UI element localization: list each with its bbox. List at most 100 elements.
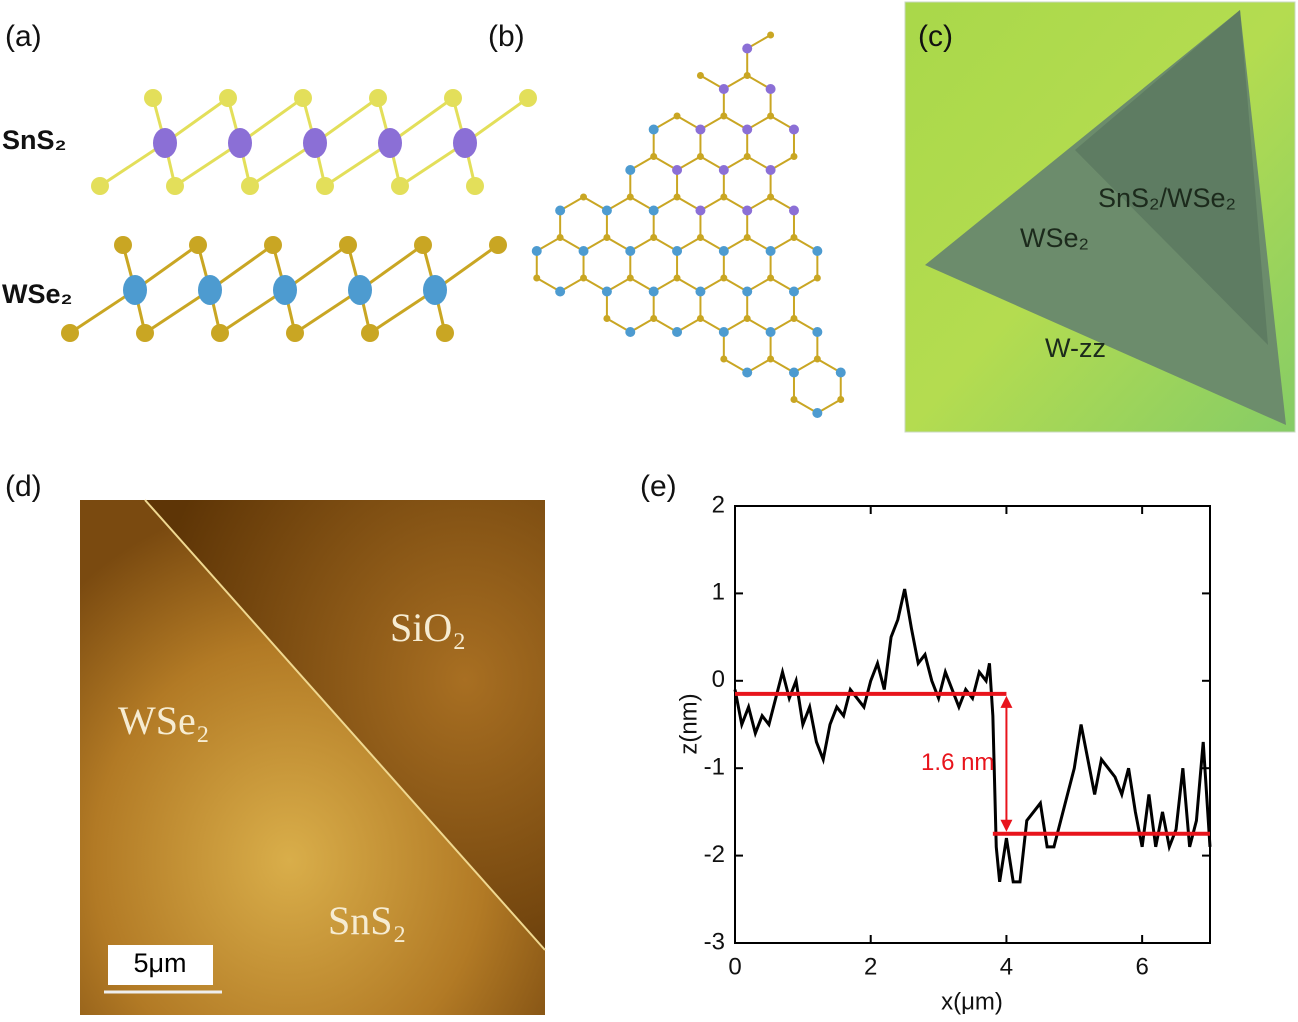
atom xyxy=(625,327,636,337)
atom xyxy=(286,324,304,342)
y-axis-label: z(nm) xyxy=(675,693,702,754)
atom xyxy=(837,396,845,403)
atom xyxy=(114,236,132,254)
atom xyxy=(743,72,751,79)
atom xyxy=(812,327,823,337)
atom xyxy=(414,236,432,254)
atom xyxy=(720,193,728,201)
atom xyxy=(765,165,776,175)
atom xyxy=(228,128,252,158)
bond xyxy=(389,96,454,145)
atom xyxy=(580,193,588,201)
bond xyxy=(294,288,361,335)
region-label: WSe₂ xyxy=(118,698,210,743)
atom xyxy=(742,205,753,216)
atom xyxy=(765,84,776,94)
atom xyxy=(696,72,704,79)
scale-bar-label: 5μm xyxy=(133,948,186,978)
heterostructure-region xyxy=(1075,10,1268,345)
atom xyxy=(790,234,798,241)
atom xyxy=(361,324,379,342)
atom xyxy=(91,177,109,195)
profile-line xyxy=(733,588,1212,884)
atom xyxy=(767,112,775,120)
atom xyxy=(466,177,484,195)
atom xyxy=(718,84,729,94)
atom xyxy=(672,246,683,256)
atom xyxy=(556,234,564,241)
atom xyxy=(555,205,566,216)
atom xyxy=(743,153,751,160)
atom xyxy=(423,275,447,305)
atom xyxy=(696,315,704,322)
annotation: 1.6 nm xyxy=(921,749,994,776)
panel-label: (b) xyxy=(488,20,525,53)
panel-label: (e) xyxy=(640,470,677,503)
atom xyxy=(743,315,751,322)
region-label: SnS₂ xyxy=(328,898,406,943)
atom xyxy=(743,234,751,241)
atom xyxy=(369,89,387,107)
bond xyxy=(69,288,136,335)
scale-bar-box xyxy=(108,945,213,985)
atom xyxy=(720,274,728,282)
atom xyxy=(153,128,177,158)
atom xyxy=(489,236,507,254)
bond xyxy=(134,243,199,292)
atom xyxy=(765,327,776,337)
top-view-structure xyxy=(531,31,846,418)
atom xyxy=(648,286,659,297)
atom xyxy=(123,275,147,305)
atom xyxy=(696,234,704,241)
atom xyxy=(189,236,207,254)
bond xyxy=(434,243,499,292)
bond xyxy=(284,243,349,292)
atom xyxy=(650,315,658,322)
atom xyxy=(695,205,706,216)
atom xyxy=(673,274,681,282)
bond xyxy=(314,96,379,145)
atom xyxy=(444,89,462,107)
atom xyxy=(720,112,728,120)
layer-label: WSe₂ xyxy=(2,279,73,309)
atom xyxy=(672,165,683,175)
x-axis-label: x(μm) xyxy=(941,988,1003,1015)
atom xyxy=(813,355,821,363)
bond xyxy=(239,96,304,145)
atom xyxy=(625,165,636,175)
atom xyxy=(673,112,681,120)
x-tick-label: 2 xyxy=(864,953,877,980)
atom xyxy=(453,128,477,158)
atom xyxy=(625,246,636,256)
atom xyxy=(812,246,823,256)
atom xyxy=(580,274,588,282)
atom xyxy=(742,286,753,297)
atom xyxy=(601,286,612,297)
atom xyxy=(603,234,611,241)
arrow-head xyxy=(1000,819,1013,832)
region-label: SiO₂ xyxy=(390,605,466,650)
atom xyxy=(767,193,775,201)
atom xyxy=(718,327,729,337)
y-tick-label: 2 xyxy=(712,491,725,518)
layer-label: SnS₂ xyxy=(2,125,67,155)
atom xyxy=(696,153,704,160)
atom xyxy=(241,177,259,195)
atom xyxy=(767,31,775,39)
bond xyxy=(359,243,424,292)
atom xyxy=(742,43,753,54)
panel-label: (c) xyxy=(918,20,953,53)
atom xyxy=(673,193,681,201)
atom xyxy=(813,274,821,282)
region-label: WSe₂ xyxy=(1020,223,1089,253)
atom xyxy=(61,324,79,342)
flake-edge xyxy=(144,499,546,951)
atom xyxy=(718,165,729,175)
atom xyxy=(648,124,659,135)
atom xyxy=(672,327,683,337)
atom xyxy=(198,275,222,305)
atom xyxy=(578,246,589,256)
atom xyxy=(555,286,566,297)
side-view-structure xyxy=(61,89,537,342)
